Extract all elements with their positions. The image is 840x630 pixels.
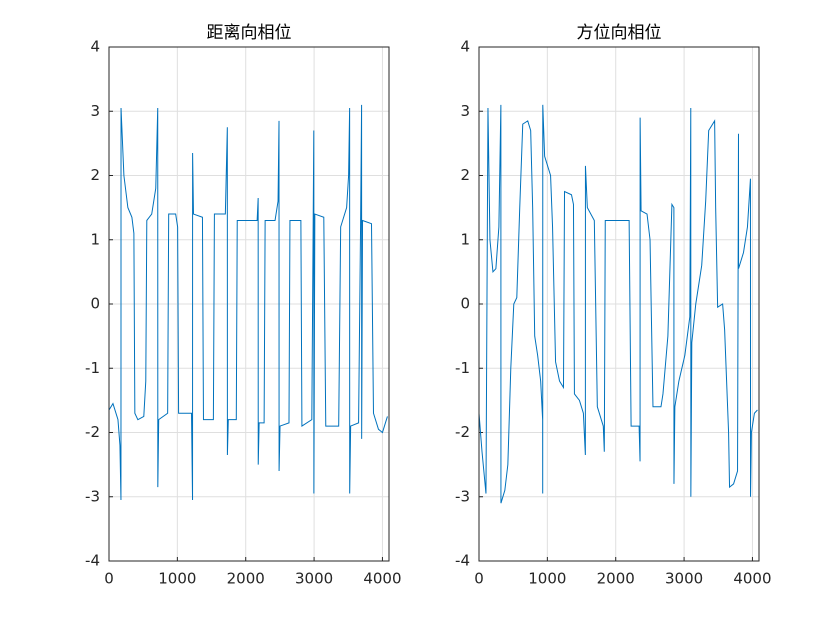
x-tick-label: 4000: [733, 570, 771, 588]
axes-box: [108, 46, 390, 562]
data-line: [478, 104, 758, 504]
axes-box: [478, 46, 760, 562]
y-tick-label: 0: [90, 295, 100, 313]
x-tick-label: 0: [474, 570, 484, 588]
chart-title: 距离向相位: [207, 23, 292, 43]
x-tick-label: 1000: [158, 570, 196, 588]
y-tick-label: 4: [90, 38, 100, 56]
x-tick-label: 3000: [295, 570, 333, 588]
y-tick-label: -3: [455, 487, 470, 505]
x-tick-label: 2000: [227, 570, 265, 588]
y-tick-label: 4: [460, 38, 470, 56]
x-tick-label: 2000: [597, 570, 635, 588]
y-tick-label: -3: [85, 487, 100, 505]
y-tick-label: -4: [455, 552, 470, 570]
y-tick-label: -4: [85, 552, 100, 570]
y-tick-label: -1: [455, 359, 470, 377]
x-tick-label: 0: [104, 570, 114, 588]
x-tick-label: 4000: [363, 570, 401, 588]
chart-title: 方位向相位: [577, 23, 662, 43]
y-tick-label: 1: [90, 230, 100, 248]
y-tick-label: 2: [90, 166, 100, 184]
y-tick-label: -2: [455, 423, 470, 441]
y-tick-label: -2: [85, 423, 100, 441]
y-tick-label: 3: [90, 102, 100, 120]
data-line: [108, 104, 388, 500]
y-tick-label: 0: [460, 295, 470, 313]
y-tick-label: 3: [460, 102, 470, 120]
x-tick-label: 3000: [665, 570, 703, 588]
y-tick-label: 2: [460, 166, 470, 184]
y-tick-label: -1: [85, 359, 100, 377]
x-tick-label: 1000: [528, 570, 566, 588]
y-tick-label: 1: [460, 230, 470, 248]
